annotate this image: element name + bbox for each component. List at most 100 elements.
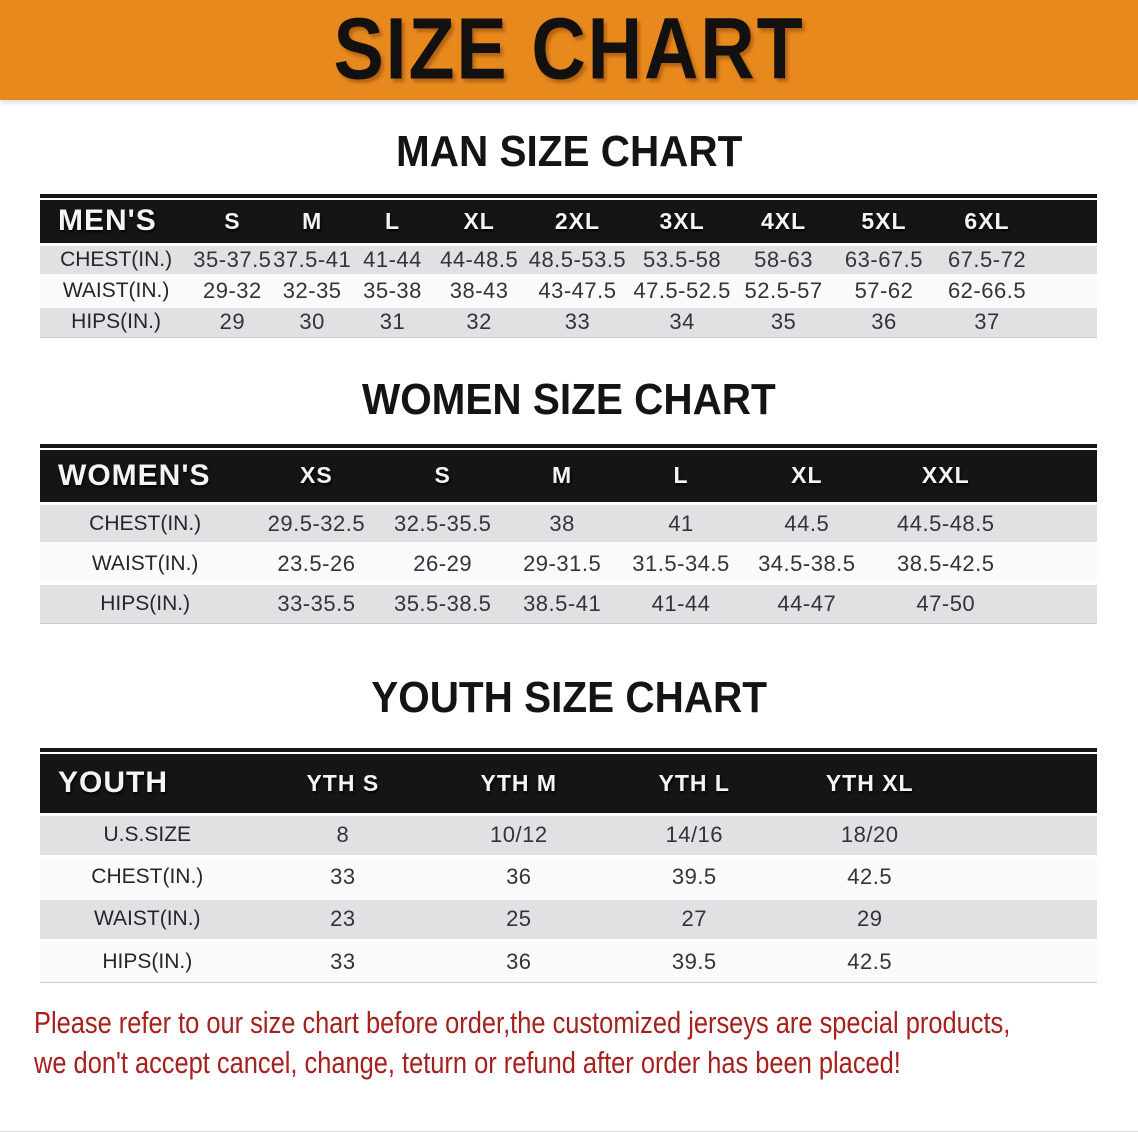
women-row-waist-in: WAIST(IN.) 23.5-26 26-29 29-31.5 31.5-34.5 34…: [40, 543, 1097, 584]
women-waist-in-s: 26-29: [413, 550, 473, 576]
youth-u-s-size-yth-m: 10/12: [490, 822, 548, 847]
women-header-spacer: [1019, 450, 1097, 504]
men-col-5xl: 5XL: [861, 207, 907, 234]
men-row-spacer: [1039, 306, 1097, 337]
youth-col-yth-xl: YTH XL: [825, 769, 914, 796]
men-waist-in-l: 35-38: [363, 277, 422, 303]
youth-section-title: YOUTH SIZE CHART: [371, 673, 767, 722]
women-chest-in-s: 32.5-35.5: [393, 510, 492, 536]
men-row-chest-in: CHEST(IN.) 35-37.5 37.5-41 41-44 44-48.5 48.5…: [40, 244, 1097, 275]
women-hips-in-m: 38.5-41: [523, 591, 602, 616]
women-section-title: WOMEN SIZE CHART: [362, 374, 776, 424]
youth-hips-in-yth-s: 33: [330, 948, 356, 974]
youth-waist-in-yth-s: 23: [330, 906, 356, 931]
youth-col-yth-l: YTH L: [658, 769, 730, 796]
women-col-xs: XS: [300, 462, 333, 489]
women-hips-in-l: 41-44: [651, 591, 711, 616]
men-hips-in-5xl: 36: [871, 309, 897, 334]
women-row-spacer: [1019, 584, 1097, 624]
men-table-label: MEN'S: [58, 204, 157, 238]
men-section-title: MAN SIZE CHART: [395, 127, 743, 176]
men-size-table-wrap: MEN'S S M L XL 2XL 3XL 4XL 5XL 6XL CHEST(IN.) 35-37…: [40, 194, 1097, 338]
disclaimer-line-2: we don't accept cancel, change, teturn o…: [34, 1044, 901, 1080]
men-chest-in-m: 37.5-41: [273, 246, 352, 272]
youth-header-spacer: [957, 754, 1097, 814]
women-waist-in-m: 29-31.5: [523, 550, 602, 576]
women-header-row: WOMEN'S XS S M L XL XXL: [40, 449, 1097, 504]
men-col-6xl: 6XL: [964, 207, 1010, 234]
men-row-hips-in: HIPS(IN.) 29 30 31 32 33 34 35 36 37: [40, 306, 1097, 337]
women-waist-in-xs: 23.5-26: [277, 550, 356, 576]
youth-row-hips-in: HIPS(IN.) 33 36 39.5 42.5: [40, 940, 1097, 982]
women-col-m: M: [552, 462, 573, 489]
disclaimer-line-1: Please refer to our size chart before or…: [34, 1004, 1011, 1040]
youth-hips-in-yth-l: 39.5: [671, 948, 717, 974]
banner: SIZE CHART: [0, 0, 1138, 100]
youth-chest-in-yth-m: 36: [506, 864, 532, 889]
men-header-row: MEN'S S M L XL 2XL 3XL 4XL 5XL 6XL: [40, 200, 1097, 244]
men-hips-in-s: 29: [219, 309, 246, 334]
women-col-l: L: [673, 462, 689, 489]
youth-row-u-s-size: U.S.SIZE 8 10/12 14/16 18/20: [40, 814, 1097, 856]
women-row-spacer: [1019, 504, 1097, 544]
men-chest-in-s: 35-37.5: [193, 246, 272, 272]
men-row-label-hips-in: HIPS(IN.): [71, 310, 162, 333]
youth-col-yth-s: YTH S: [306, 769, 380, 796]
women-chest-in-xs: 29.5-32.5: [267, 510, 366, 536]
women-waist-in-l: 31.5-34.5: [632, 550, 730, 576]
youth-u-s-size-yth-s: 8: [336, 822, 350, 847]
women-row-label-chest-in: CHEST(IN.): [89, 511, 202, 535]
youth-chest-in-yth-s: 33: [330, 864, 356, 889]
youth-size-table: YOUTH YTH S YTH M YTH L YTH XL U.S.SIZE 8 10/12…: [40, 754, 1097, 983]
women-hips-in-xxl: 47-50: [916, 591, 976, 616]
women-row-spacer: [1019, 544, 1097, 584]
women-chest-in-xxl: 44.5-48.5: [897, 510, 995, 536]
women-waist-in-xxl: 38.5-42.5: [897, 550, 995, 576]
men-hips-in-xl: 32: [466, 309, 492, 334]
men-col-4xl: 4XL: [760, 207, 807, 234]
men-waist-in-s: 29-32: [202, 277, 262, 303]
men-hips-in-m: 30: [299, 309, 325, 334]
youth-row-spacer: [957, 856, 1097, 898]
men-hips-in-2xl: 33: [564, 309, 591, 334]
women-chest-in-l: 41: [668, 510, 694, 536]
youth-hips-in-yth-m: 36: [506, 948, 532, 974]
section-heading-youth: YOUTH SIZE CHART: [0, 674, 1138, 722]
men-size-table: MEN'S S M L XL 2XL 3XL 4XL 5XL 6XL CHEST(IN.) 35-37…: [40, 200, 1097, 338]
men-row-spacer: [1039, 244, 1097, 275]
women-hips-in-xl: 44-47: [777, 591, 837, 616]
youth-u-s-size-yth-l: 14/16: [665, 822, 724, 847]
men-header-spacer: [1039, 200, 1097, 244]
women-col-s: S: [434, 462, 451, 489]
youth-row-spacer: [957, 940, 1097, 982]
men-col-2xl: 2XL: [554, 207, 601, 234]
men-chest-in-4xl: 58-63: [754, 246, 813, 272]
youth-table-label: YOUTH: [58, 766, 168, 800]
men-waist-in-2xl: 43-47.5: [538, 277, 617, 303]
youth-chest-in-yth-l: 39.5: [671, 864, 717, 889]
men-chest-in-5xl: 63-67.5: [844, 246, 924, 272]
women-size-table-wrap: WOMEN'S XS S M L XL XXL CHEST(IN.) 29.5-32.5 32.5…: [40, 443, 1097, 625]
men-hips-in-l: 31: [379, 309, 406, 334]
men-chest-in-xl: 44-48.5: [440, 246, 519, 272]
youth-row-label-chest-in: CHEST(IN.): [91, 865, 204, 888]
youth-row-waist-in: WAIST(IN.) 23 25 27 29: [40, 898, 1097, 940]
youth-waist-in-yth-m: 25: [506, 906, 532, 931]
youth-u-s-size-yth-xl: 18/20: [840, 822, 899, 847]
disclaimer: Please refer to our size chart before or…: [0, 1003, 1138, 1083]
women-chest-in-m: 38: [549, 510, 575, 536]
youth-waist-in-yth-l: 27: [681, 906, 707, 931]
men-chest-in-6xl: 67.5-72: [947, 246, 1027, 272]
men-waist-in-m: 32-35: [282, 277, 342, 303]
youth-hips-in-yth-xl: 42.5: [847, 948, 893, 974]
women-hips-in-xs: 33-35.5: [277, 591, 356, 616]
section-heading-women: WOMEN SIZE CHART: [0, 374, 1138, 424]
men-waist-in-3xl: 47.5-52.5: [633, 277, 731, 303]
women-hips-in-s: 35.5-38.5: [393, 591, 492, 616]
men-hips-in-4xl: 35: [770, 309, 797, 334]
men-col-s: S: [224, 207, 241, 234]
women-table-label: WOMEN'S: [58, 458, 211, 492]
men-waist-in-6xl: 62-66.5: [947, 277, 1027, 303]
men-chest-in-3xl: 53.5-58: [643, 246, 722, 272]
